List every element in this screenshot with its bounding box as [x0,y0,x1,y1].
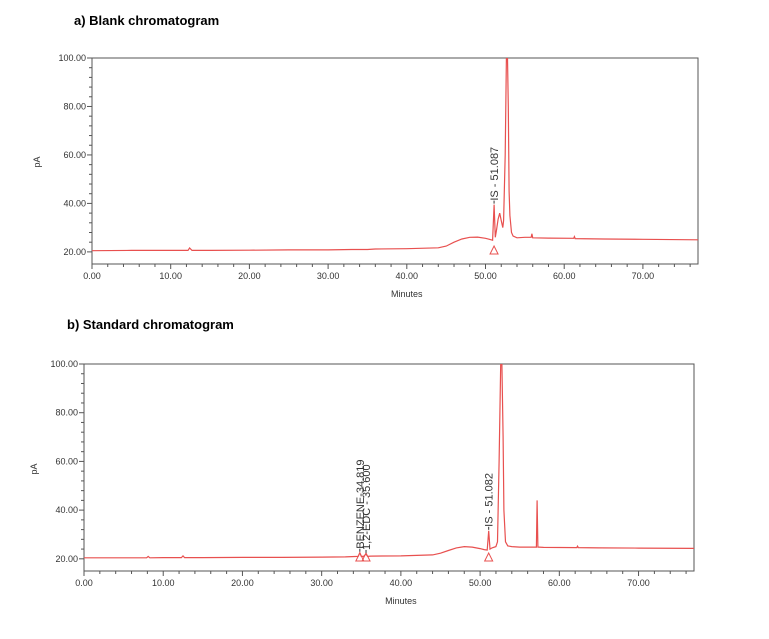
peak-label: IS - 51.082 [484,473,496,527]
y-tick-label: 100.00 [58,53,86,63]
x-tick-label: 50.00 [469,578,492,588]
y-tick-label: 60.00 [55,456,78,466]
x-tick-label: 0.00 [83,271,101,281]
x-tick-label: 0.00 [75,578,93,588]
plot-frame [83,363,695,572]
x-tick-label: 40.00 [390,578,413,588]
y-axis-title: pA [32,156,42,167]
x-axis-title: Minutes [391,289,423,299]
plot-frame [91,57,699,265]
x-tick-label: 20.00 [231,578,254,588]
peak-marker [355,551,365,562]
y-tick-label: 40.00 [63,198,86,208]
x-tick-label: 60.00 [553,271,576,281]
x-tick-label: 50.00 [474,271,497,281]
y-tick-label: 80.00 [63,101,86,111]
x-tick-label: 10.00 [159,271,182,281]
x-axis-title: Minutes [385,596,417,606]
x-tick-label: 20.00 [238,271,261,281]
panel-title-standard: b) Standard chromatogram [67,317,234,332]
panel-title-blank: a) Blank chromatogram [74,13,220,28]
y-tick-label: 60.00 [63,150,86,160]
x-tick-label: 30.00 [310,578,333,588]
y-tick-label: 40.00 [55,505,78,515]
chromatogram-trace [92,58,698,252]
y-tick-label: 20.00 [63,247,86,257]
x-tick-label: 10.00 [152,578,175,588]
peak-marker [361,551,371,562]
x-tick-label: 70.00 [627,578,650,588]
peak-marker [483,551,494,562]
y-tick-label: 80.00 [55,408,78,418]
x-tick-label: 40.00 [396,271,419,281]
chromatogram-trace [84,364,694,559]
peak-label: 1,2-EDC - 35.600 [361,464,373,550]
x-tick-label: 60.00 [548,578,571,588]
peak-marker [489,244,499,255]
y-tick-label: 100.00 [50,359,78,369]
y-axis-title: pA [29,463,39,474]
chromatogram-panel-0: 20.00 40.00 60.00 80.00 100.00 0.00 10.00 20.00… [32,53,699,299]
peak-label: IS - 51.087 [489,147,501,201]
y-tick-label: 20.00 [55,554,78,564]
x-tick-label: 30.00 [317,271,340,281]
peak-label: BENZENE-34.819 [355,459,367,548]
chromatogram-panel-1: 20.00 40.00 60.00 80.00 100.00 0.00 10.00 20.00… [29,359,695,606]
x-tick-label: 70.00 [632,271,655,281]
